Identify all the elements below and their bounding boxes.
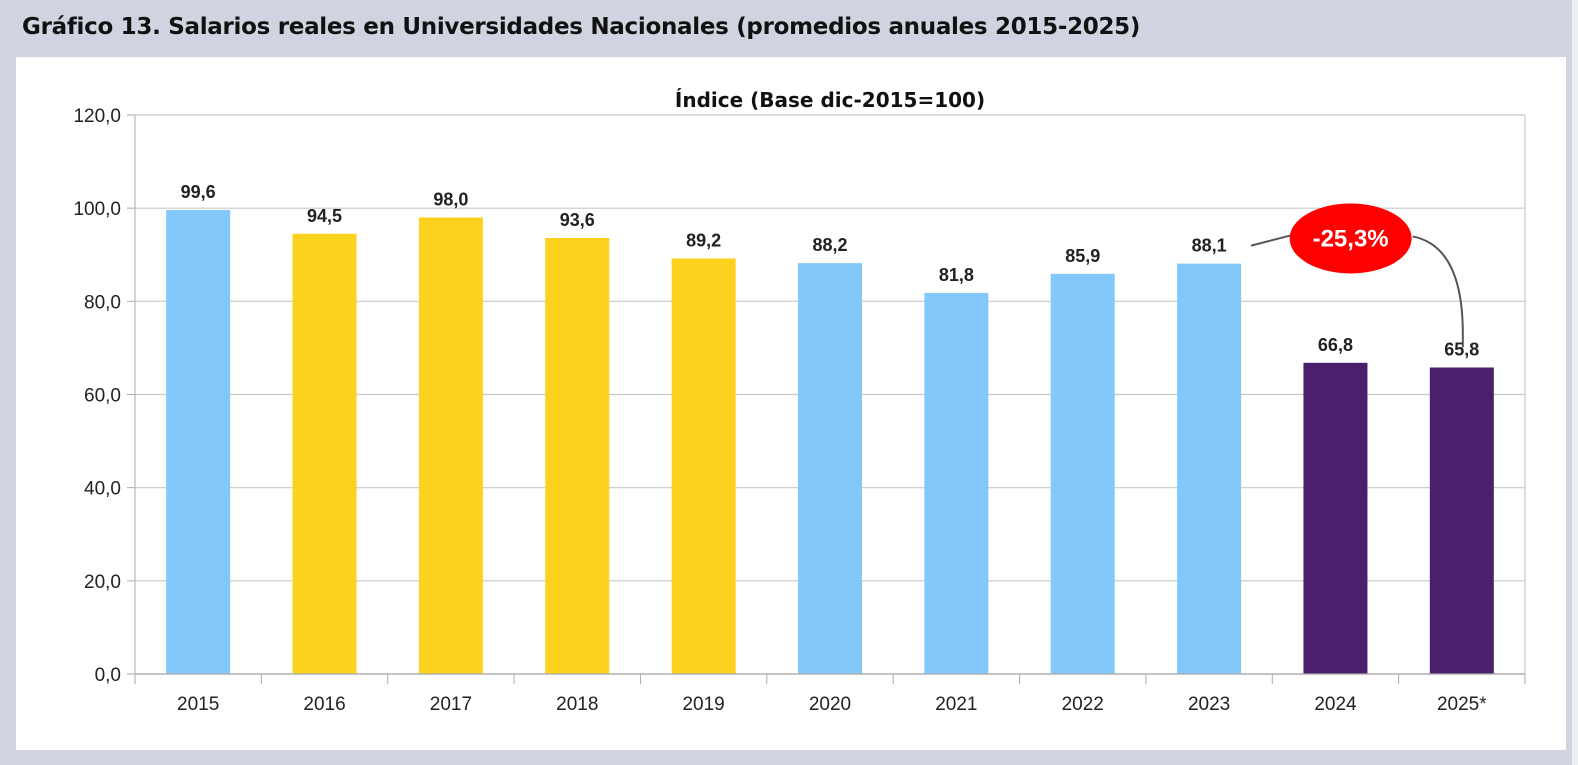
data-label: 88,1 xyxy=(1192,236,1227,256)
data-label: 98,0 xyxy=(433,189,468,209)
bar-2015 xyxy=(166,210,231,674)
callout-ellipse xyxy=(1289,203,1412,274)
data-label: 99,6 xyxy=(181,182,216,202)
axes: 0,0 20,0 40,0 60,0 80,0 100,0 120,0 2015 2016 201… xyxy=(73,106,1526,715)
bar-chart: Índice (Base dic-2015=100) 0,0 20,0 40,0 60… xyxy=(73,88,1526,715)
y-tick-label: 60,0 xyxy=(84,386,121,407)
right-border-strip xyxy=(1572,0,1578,765)
y-tick-label: 100,0 xyxy=(73,199,121,220)
bar-2017 xyxy=(418,217,483,674)
data-label: 65,8 xyxy=(1444,339,1479,359)
x-tick-label: 2017 xyxy=(430,694,472,715)
x-tick-label: 2024 xyxy=(1314,694,1357,715)
change-callout: -25,3% xyxy=(1250,203,1464,348)
bar-2023 xyxy=(1177,263,1242,674)
x-tick-label: 2025* xyxy=(1437,694,1487,715)
bar-2022 xyxy=(1050,273,1115,674)
x-tick-label: 2020 xyxy=(809,694,851,715)
x-tick-label: 2018 xyxy=(556,694,598,715)
callout-connector-left xyxy=(1250,234,1291,247)
y-tick-label: 120,0 xyxy=(73,106,121,127)
callout-text: -25,3% xyxy=(1313,225,1389,252)
bar-2020 xyxy=(798,263,862,674)
x-tick-label: 2022 xyxy=(1062,694,1104,715)
bar-2025 xyxy=(1429,367,1494,674)
data-label: 81,8 xyxy=(939,265,974,285)
data-label: 93,6 xyxy=(560,210,595,230)
bar-2018 xyxy=(545,237,610,675)
bar-2021 xyxy=(924,292,989,674)
data-label: 88,2 xyxy=(812,235,847,255)
chart-subtitle: Índice (Base dic-2015=100) xyxy=(675,88,985,112)
data-label: 66,8 xyxy=(1318,335,1353,355)
callout-connector-right xyxy=(1412,235,1464,348)
figure-title: Gráfico 13. Salarios reales en Universid… xyxy=(22,14,1141,40)
data-labels: 99,6 94,5 98,0 93,6 89,2 88,2 81,8 85,9 88,1 66,8… xyxy=(181,182,1480,359)
y-tick-label: 40,0 xyxy=(84,479,121,500)
bar-2024 xyxy=(1303,362,1368,674)
x-tick-label: 2016 xyxy=(303,694,345,715)
y-tick-label: 20,0 xyxy=(84,572,121,593)
bar-2019 xyxy=(671,258,736,674)
data-label: 85,9 xyxy=(1065,246,1100,266)
y-tick-label: 80,0 xyxy=(84,292,121,313)
x-tick-label: 2019 xyxy=(682,694,724,715)
x-tick-label: 2015 xyxy=(177,694,219,715)
data-label: 89,2 xyxy=(686,230,721,250)
y-tick-label: 0,0 xyxy=(95,665,121,686)
x-tick-label: 2021 xyxy=(935,694,977,715)
bar-2016 xyxy=(292,233,357,674)
data-label: 94,5 xyxy=(307,206,342,226)
bars xyxy=(166,210,1494,675)
chart-panel: Índice (Base dic-2015=100) 0,0 20,0 40,0 60… xyxy=(16,57,1566,750)
x-tick-label: 2023 xyxy=(1188,694,1230,715)
